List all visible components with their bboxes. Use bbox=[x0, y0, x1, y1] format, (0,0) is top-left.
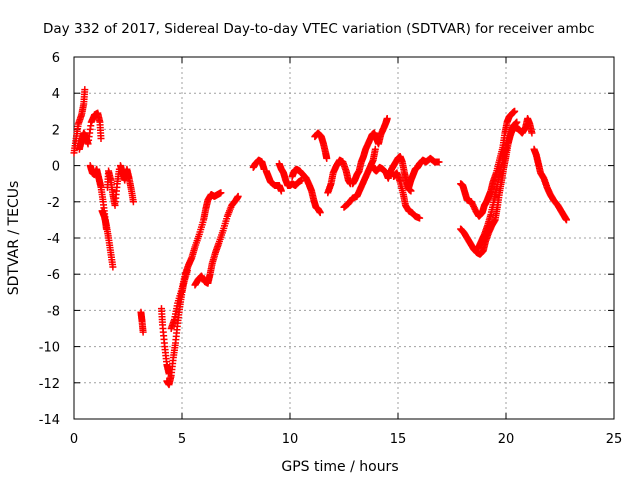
series-arc-c10 bbox=[390, 169, 424, 222]
series-arc-b1 bbox=[137, 308, 147, 336]
data-point bbox=[139, 328, 147, 336]
data-point bbox=[371, 145, 379, 153]
series-arc-c3 bbox=[275, 160, 306, 190]
y-tick-label: 4 bbox=[52, 87, 60, 102]
series-arc-c9 bbox=[368, 153, 415, 195]
series-arc-c7 bbox=[340, 145, 379, 211]
series-arc-c11 bbox=[405, 154, 443, 191]
x-tick-label: 0 bbox=[70, 432, 78, 447]
y-tick-label: -10 bbox=[39, 341, 60, 356]
y-tick-label: -12 bbox=[39, 377, 60, 392]
data-point bbox=[562, 216, 570, 224]
data-markers bbox=[70, 86, 570, 389]
axis-ticks: 0 5 10 15 20 25 -14 -12 -10 -8 -6 -4 -2 0 2 4 6 bbox=[39, 51, 623, 447]
series-arc-c4 bbox=[288, 165, 324, 217]
series-arc-a6 bbox=[116, 162, 137, 206]
y-tick-label: 6 bbox=[52, 51, 60, 66]
data-point bbox=[316, 209, 324, 217]
data-point bbox=[511, 107, 519, 115]
series-arc-a2 bbox=[75, 109, 105, 153]
x-axis-label: GPS time / hours bbox=[281, 459, 398, 475]
series-arc-d4 bbox=[530, 145, 570, 224]
data-point bbox=[383, 115, 391, 123]
x-tick-label: 5 bbox=[178, 432, 186, 447]
data-point bbox=[416, 214, 424, 222]
data-point bbox=[407, 187, 415, 195]
series-arc-c6 bbox=[324, 156, 354, 197]
data-point bbox=[81, 86, 89, 94]
series-arc-c5 bbox=[311, 129, 331, 162]
x-tick-label: 10 bbox=[282, 432, 299, 447]
series-arc-d3 bbox=[474, 115, 536, 253]
y-tick-label: -14 bbox=[39, 413, 60, 428]
series-arc-c1 bbox=[249, 156, 268, 173]
y-axis-label: SDTVAR / TECUs bbox=[6, 181, 22, 296]
series-arc-d1 bbox=[457, 107, 519, 220]
series-arc-c8 bbox=[349, 115, 391, 188]
y-tick-label: -4 bbox=[47, 232, 60, 247]
series-arc-c2 bbox=[262, 167, 285, 195]
y-tick-label: 0 bbox=[52, 160, 60, 175]
series-arc-a4 bbox=[98, 207, 117, 271]
data-point bbox=[109, 263, 117, 271]
x-tick-label: 15 bbox=[390, 432, 407, 447]
data-point bbox=[435, 158, 443, 166]
data-point bbox=[528, 129, 536, 137]
series-arc-a1 bbox=[70, 86, 89, 157]
y-tick-label: -6 bbox=[47, 268, 60, 283]
y-tick-label: -8 bbox=[47, 304, 60, 319]
series-arc-b5 bbox=[191, 192, 242, 289]
data-point bbox=[323, 154, 331, 162]
chart-title: Day 332 of 2017, Sidereal Day-to-day VTE… bbox=[43, 21, 595, 37]
data-point bbox=[217, 189, 225, 197]
data-point bbox=[97, 134, 105, 142]
y-tick-label: -2 bbox=[47, 196, 60, 211]
y-tick-label: 2 bbox=[52, 123, 60, 138]
grid-lines bbox=[74, 57, 614, 419]
x-tick-label: 20 bbox=[498, 432, 515, 447]
data-point bbox=[234, 192, 242, 200]
data-point bbox=[129, 198, 137, 206]
data-point bbox=[277, 187, 285, 195]
series-arc-b4 bbox=[167, 189, 225, 332]
x-tick-label: 25 bbox=[606, 432, 623, 447]
